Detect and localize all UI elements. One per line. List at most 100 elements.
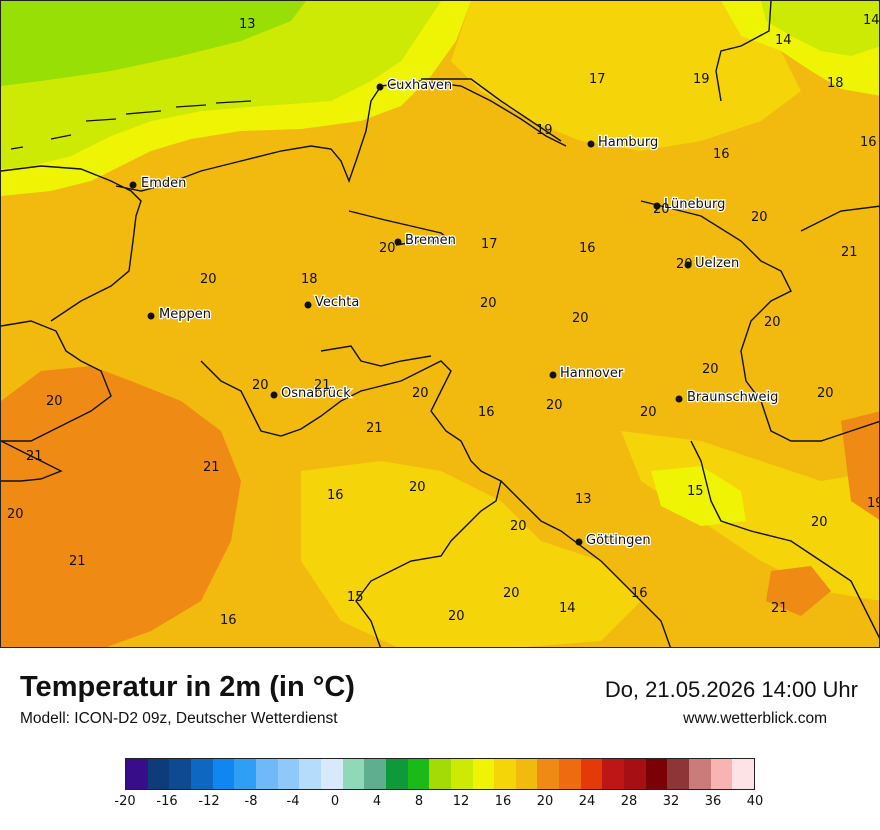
temp-value: 21 bbox=[203, 460, 220, 475]
city-label-vechta: Vechta bbox=[315, 295, 359, 310]
legend-swatch bbox=[515, 759, 538, 789]
city-label-emden: Emden bbox=[141, 176, 186, 191]
city-dot-hamburg[interactable] bbox=[587, 140, 595, 148]
temp-value: 20 bbox=[640, 405, 657, 420]
island-5 bbox=[215, 100, 252, 104]
islands bbox=[10, 100, 252, 150]
temp-value: 20 bbox=[480, 296, 497, 311]
city-label-goettingen: Göttingen bbox=[586, 533, 651, 548]
temp-value: 20 bbox=[7, 507, 24, 522]
city-layer: Cuxhaven Hamburg Emden Lüneburg Bremen U… bbox=[129, 77, 780, 549]
city-dot-goettingen[interactable] bbox=[575, 538, 583, 546]
temp-value: 20 bbox=[702, 362, 719, 377]
legend-swatch bbox=[255, 759, 278, 789]
coastline bbox=[1, 165, 142, 322]
border-netherlands bbox=[1, 320, 112, 442]
city-label-meppen: Meppen bbox=[159, 307, 211, 322]
border-thuringia bbox=[690, 440, 879, 639]
legend-swatch bbox=[190, 759, 213, 789]
legend-swatch bbox=[342, 759, 365, 789]
island-4 bbox=[175, 104, 207, 108]
legend-swatch bbox=[429, 759, 451, 789]
cool-patch-south bbox=[301, 461, 641, 647]
border-nrw-2 bbox=[320, 345, 432, 367]
temp-value: 20 bbox=[200, 272, 217, 287]
temperature-map: Cuxhaven Hamburg Emden Lüneburg Bremen U… bbox=[0, 0, 880, 648]
temp-value: 20 bbox=[448, 609, 465, 624]
temp-value: 14 bbox=[559, 601, 576, 616]
island-2 bbox=[85, 118, 117, 122]
city-dot-hannover[interactable] bbox=[549, 371, 557, 379]
legend-tick-label: 12 bbox=[452, 794, 470, 809]
legend-swatch bbox=[710, 759, 733, 789]
legend-swatch bbox=[602, 759, 625, 789]
city-dot-vechta[interactable] bbox=[304, 301, 312, 309]
legend-swatch bbox=[450, 759, 473, 789]
temp-value: 19 bbox=[693, 72, 710, 87]
legend-tick-label: 16 bbox=[494, 794, 512, 809]
temp-value: 21 bbox=[771, 601, 788, 616]
city-dot-osnabrueck[interactable] bbox=[270, 391, 278, 399]
temp-value: 16 bbox=[713, 147, 730, 162]
temp-value: 18 bbox=[301, 272, 318, 287]
temp-value: 20 bbox=[764, 315, 781, 330]
legend-ticks: -20 -16 -12 -8 -4 0 4 8 12 16 20 24 28 32 36 40 bbox=[114, 794, 763, 814]
temp-value: 21 bbox=[366, 421, 383, 436]
warm-patch-southwest bbox=[1, 366, 241, 647]
legend-tick-label: -12 bbox=[198, 794, 220, 809]
state-border-east bbox=[640, 200, 792, 402]
legend-swatch bbox=[689, 759, 711, 789]
state-border-east-2 bbox=[800, 205, 879, 232]
legend-swatch bbox=[234, 759, 256, 789]
city-label-uelzen: Uelzen bbox=[695, 256, 739, 271]
legend-swatch bbox=[472, 759, 495, 789]
temp-value: 20 bbox=[46, 394, 63, 409]
temp-value: 20 bbox=[653, 202, 670, 217]
temp-value: 16 bbox=[327, 488, 344, 503]
city-dot-cuxhaven[interactable] bbox=[376, 83, 384, 91]
cool-patch-hamburg bbox=[451, 1, 801, 151]
temp-value: 20 bbox=[503, 586, 520, 601]
city-dot-lueneburg[interactable] bbox=[653, 202, 661, 210]
legend-swatch bbox=[559, 759, 581, 789]
legend-swatch bbox=[364, 759, 386, 789]
temp-value: 20 bbox=[412, 386, 429, 401]
city-label-cuxhaven: Cuxhaven bbox=[387, 78, 452, 93]
temp-value: 14 bbox=[775, 33, 792, 48]
legend-swatch bbox=[169, 759, 191, 789]
city-dot-braunschweig[interactable] bbox=[675, 395, 683, 403]
temp-value: 16 bbox=[220, 613, 237, 628]
city-dot-emden[interactable] bbox=[129, 181, 137, 189]
warm-patch-southeast bbox=[766, 566, 831, 616]
temp-value: 20 bbox=[811, 515, 828, 530]
temp-value: 20 bbox=[751, 210, 768, 225]
map-title: Temperatur in 2m (in °C) bbox=[20, 671, 355, 703]
state-border-northeast bbox=[715, 1, 772, 102]
temp-value: 20 bbox=[546, 398, 563, 413]
temp-value: 16 bbox=[860, 135, 877, 150]
legend-swatch bbox=[299, 759, 321, 789]
city-dot-uelzen[interactable] bbox=[684, 261, 692, 269]
border-sachsen-anhalt bbox=[760, 400, 879, 442]
temp-value: 20 bbox=[676, 257, 693, 272]
temp-value: 16 bbox=[478, 405, 495, 420]
border-nrw bbox=[200, 360, 502, 647]
city-label-hannover: Hannover bbox=[560, 366, 624, 381]
temp-value: 21 bbox=[841, 245, 858, 260]
elbe-river-north bbox=[421, 78, 562, 142]
legend-tick-label: -20 bbox=[114, 794, 136, 809]
legend-tick-label: 8 bbox=[414, 794, 424, 809]
cool-patch-harz bbox=[651, 466, 746, 526]
legend-swatch bbox=[277, 759, 300, 789]
city-dot-bremen[interactable] bbox=[394, 238, 402, 246]
city-label-bremen: Bremen bbox=[405, 233, 456, 248]
sea-far bbox=[1, 1, 306, 86]
city-dot-meppen[interactable] bbox=[147, 312, 155, 320]
legend-swatch bbox=[407, 759, 430, 789]
island-6 bbox=[10, 146, 24, 150]
website-link[interactable]: www.wetterblick.com bbox=[683, 710, 827, 727]
borders bbox=[1, 1, 879, 647]
temp-value: 21 bbox=[314, 378, 331, 393]
border-netherlands-south bbox=[1, 440, 63, 482]
coastline-ostfriesland bbox=[115, 85, 382, 192]
